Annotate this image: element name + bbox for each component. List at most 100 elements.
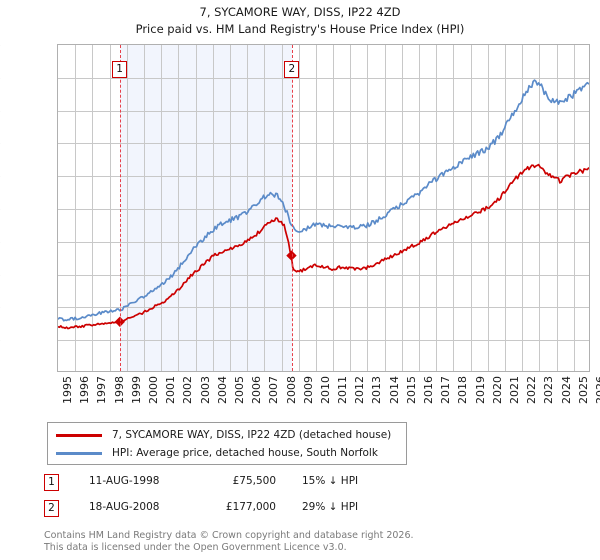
x-axis-tick-label: 2026 [594, 376, 600, 404]
gridline-vertical [247, 45, 249, 371]
gridline-vertical [75, 45, 77, 371]
gridline-horizontal [58, 176, 589, 178]
legend-swatch-hpi [56, 451, 102, 455]
gridline-horizontal [58, 110, 589, 112]
gridline-vertical [573, 45, 575, 371]
sale-hpi-delta: 15% ↓ HPI [302, 475, 359, 487]
footer-line-2: This data is licensed under the Open Gov… [44, 541, 347, 553]
legend-item-hpi: HPI: Average price, detached house, Sout… [56, 444, 378, 462]
sale-flag[interactable]: 2 [284, 61, 300, 78]
gridline-vertical [92, 45, 94, 371]
x-axis-tick-label: 2009 [301, 376, 315, 404]
sale-price: £75,500 [232, 475, 276, 487]
x-axis-tick-label: 1997 [95, 376, 109, 404]
legend-item-property: 7, SYCAMORE WAY, DISS, IP22 4ZD (detache… [56, 426, 391, 444]
x-axis-tick-label: 2001 [164, 376, 178, 404]
x-axis-tick-label: 2017 [439, 376, 453, 404]
gridline-vertical [470, 45, 472, 371]
x-axis-tick-label: 2012 [353, 376, 367, 404]
sale-index-badge: 2 [44, 500, 59, 517]
highlight-band [120, 45, 293, 371]
gridline-vertical [522, 45, 524, 371]
x-axis-tick-label: 2022 [525, 376, 539, 404]
x-axis-tick-label: 2003 [198, 376, 212, 404]
legend-label-property: 7, SYCAMORE WAY, DISS, IP22 4ZD (detache… [112, 429, 392, 441]
x-axis-tick-label: 2023 [542, 376, 556, 404]
x-axis-tick-label: 2013 [370, 376, 384, 404]
x-axis-tick-label: 2000 [146, 376, 160, 404]
gridline-vertical [453, 45, 455, 371]
x-axis-tick-label: 2008 [284, 376, 298, 404]
gridline-vertical [298, 45, 300, 371]
x-axis-tick-label: 2005 [232, 376, 246, 404]
series-layer [58, 45, 589, 371]
x-axis-tick-label: 2020 [490, 376, 504, 404]
legend-label-hpi: HPI: Average price, detached house, Sout… [112, 447, 378, 459]
sale-marker-line [120, 45, 122, 371]
series-line-hpi [58, 80, 589, 321]
series-line-property [58, 165, 589, 329]
gridline-vertical [436, 45, 438, 371]
sale-index-badge: 1 [44, 474, 59, 491]
x-axis-tick-label: 2024 [559, 376, 573, 404]
x-axis-tick-label: 2006 [250, 376, 264, 404]
x-axis-tick-label: 2021 [508, 376, 522, 404]
gridline-horizontal [58, 209, 589, 210]
gridline-vertical [505, 45, 507, 371]
gridline-vertical [281, 45, 283, 371]
x-axis-tick-label: 2002 [181, 376, 195, 404]
gridline-horizontal [58, 274, 589, 276]
gridline-vertical [539, 45, 541, 371]
x-axis-tick-label: 2007 [267, 376, 281, 404]
x-axis-tick-label: 1995 [61, 376, 74, 404]
gridline-vertical [367, 45, 369, 371]
x-axis-tick-label: 1996 [78, 376, 92, 404]
x-axis-tick-label: 1999 [129, 376, 143, 404]
x-axis-tick-label: 2010 [318, 376, 332, 404]
x-axis-tick-label: 2015 [404, 376, 418, 404]
gridline-vertical [161, 45, 163, 371]
gridline-vertical [143, 45, 145, 371]
x-axis-tick-label: 2018 [456, 376, 470, 404]
sale-price: £177,000 [225, 501, 276, 513]
sale-flag[interactable]: 1 [112, 61, 128, 78]
x-axis-tick-label: 2004 [215, 376, 229, 404]
gridline-vertical [178, 45, 180, 371]
footer: Contains HM Land Registry data © Crown c… [44, 530, 564, 553]
x-axis-tick-label: 2011 [336, 376, 350, 404]
gridline-vertical [126, 45, 128, 371]
x-axis-tick-label: 2014 [387, 376, 401, 404]
legend: 7, SYCAMORE WAY, DISS, IP22 4ZD (detache… [47, 422, 407, 465]
gridline-horizontal [58, 241, 589, 243]
gridline-vertical [350, 45, 352, 371]
gridline-horizontal [58, 340, 589, 342]
gridlines [58, 45, 589, 371]
gridline-vertical [109, 45, 111, 371]
sale-marker-line [292, 45, 294, 371]
gridline-vertical [333, 45, 335, 371]
gridline-vertical [401, 45, 403, 371]
gridline-horizontal [58, 143, 589, 145]
plot-area [57, 44, 590, 372]
x-axis-tick-label: 1998 [112, 376, 126, 404]
footer-line-1: Contains HM Land Registry data © Crown c… [44, 530, 414, 541]
page-subtitle: Price paid vs. HM Land Registry's House … [135, 22, 465, 36]
table-row: 1 11-AUG-1998 £75,500 15% ↓ HPI [44, 474, 444, 496]
gridline-vertical [419, 45, 421, 371]
sale-date: 11-AUG-1998 [89, 475, 160, 487]
gridline-vertical [212, 45, 214, 371]
sale-date: 18-AUG-2008 [89, 501, 160, 513]
x-axis-tick-label: 2019 [473, 376, 487, 404]
gridline-vertical [556, 45, 558, 371]
sale-hpi-delta: 29% ↓ HPI [302, 501, 359, 513]
x-axis-tick-label: 2025 [576, 376, 590, 404]
gridline-horizontal [58, 77, 589, 79]
gridline-vertical [384, 45, 386, 371]
gridline-vertical [315, 45, 317, 371]
gridline-vertical [229, 45, 231, 371]
table-row: 2 18-AUG-2008 £177,000 29% ↓ HPI [44, 500, 444, 522]
gridline-vertical [195, 45, 197, 371]
gridline-vertical [264, 45, 266, 371]
legend-swatch-property [56, 433, 102, 437]
